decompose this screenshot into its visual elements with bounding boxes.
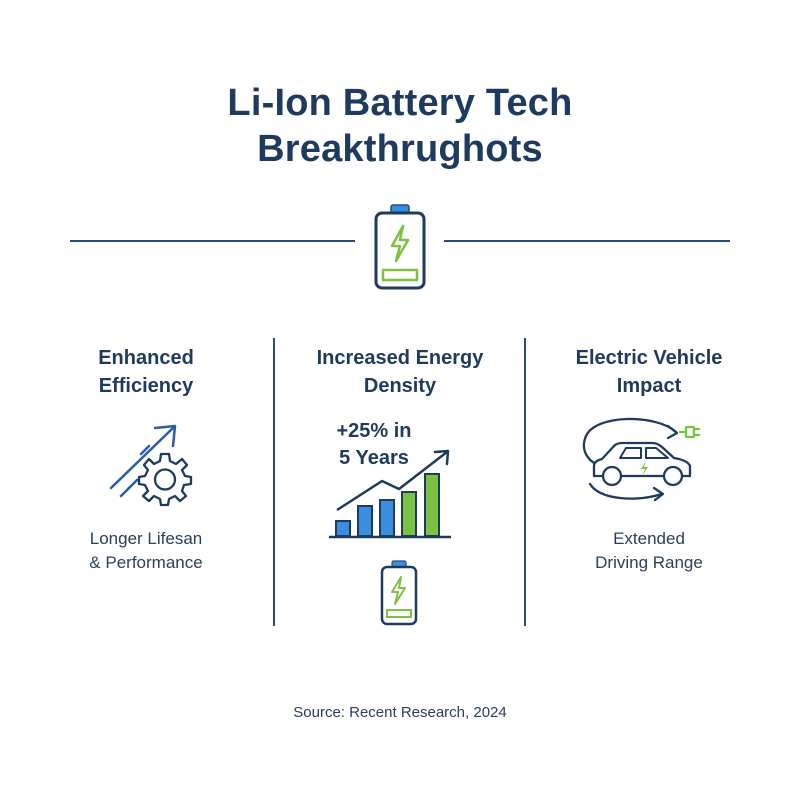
divider-right: [444, 240, 730, 242]
column-divider-1: [273, 338, 275, 626]
page-title: Li-Ion Battery Tech Breakthrughots: [0, 80, 800, 172]
title-line-1: Li-Ion Battery Tech: [227, 82, 573, 124]
column-title: Electric Vehicle Impact: [575, 347, 723, 397]
column-description: Extended Driving Range: [595, 529, 703, 572]
growth-stat: +25% in 5 Years: [336, 420, 412, 469]
column-energy-density: Increased Energy Density +25% in 5 Years: [275, 344, 525, 626]
gear-with-arrow-icon: [109, 424, 193, 507]
column-title: Increased Energy Density: [316, 347, 484, 397]
battery-charging-icon: [380, 560, 418, 626]
column-divider-2: [524, 338, 526, 626]
bar-chart-trend-icon: [329, 449, 451, 539]
electric-car-icon: [582, 417, 701, 502]
column-description: Longer Lifesan & Performance: [89, 529, 203, 572]
column-ev-impact: Electric Vehicle Impact Extended Driving…: [524, 344, 774, 572]
divider-left: [70, 240, 355, 242]
title-line-2: Breakthrughots: [257, 128, 543, 170]
battery-charging-icon: [374, 204, 426, 290]
source-note: Source: Recent Research, 2024: [293, 704, 507, 721]
column-title: Enhanced Efficiency: [98, 347, 194, 397]
column-enhanced-efficiency: Enhanced Efficiency Longer Lifesan & Per…: [21, 344, 271, 572]
